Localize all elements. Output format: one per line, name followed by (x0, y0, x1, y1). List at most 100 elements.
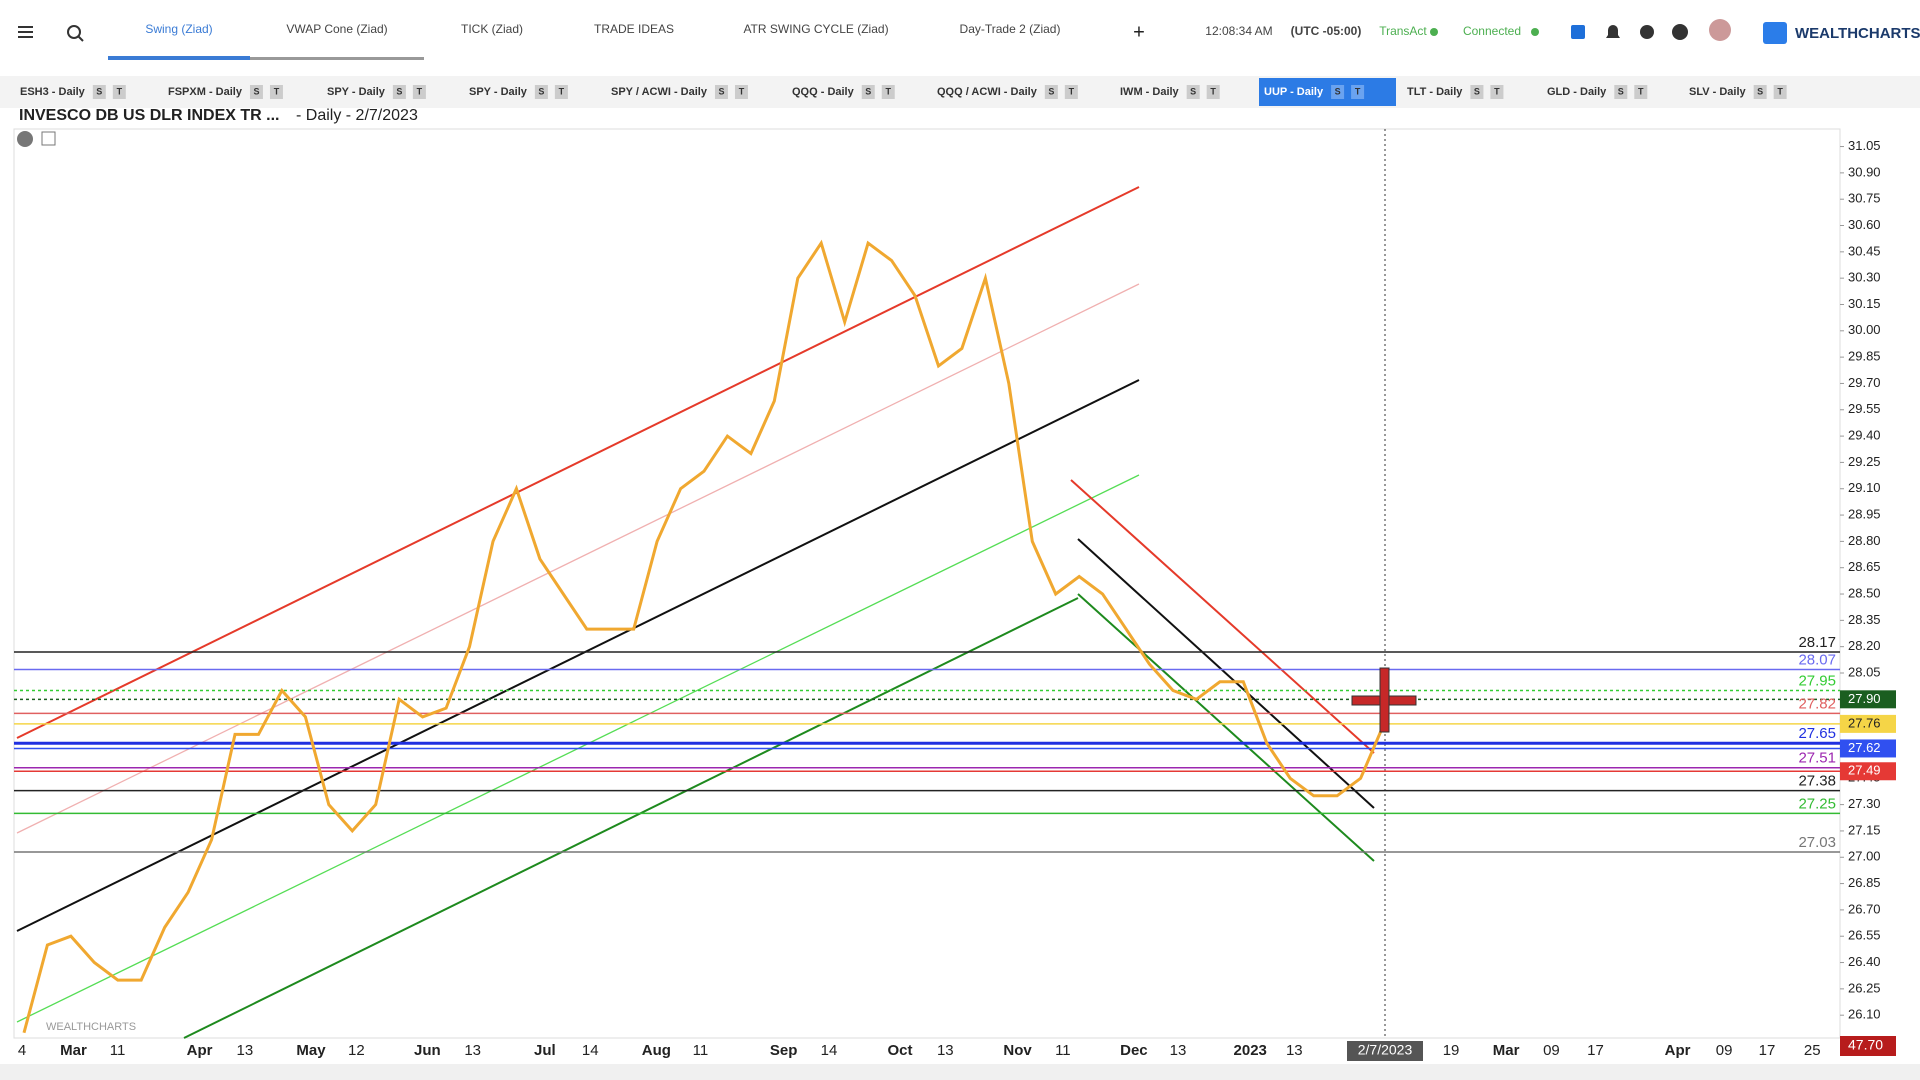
tab-button[interactable] (1470, 85, 1484, 99)
y-tick-label: 26.10 (1848, 1007, 1881, 1022)
x-tick-label: Jun (414, 1042, 441, 1059)
save-icon[interactable] (1571, 25, 1585, 39)
price-level-label: 27.38 (1798, 773, 1836, 790)
x-tick-label: Sep (770, 1042, 798, 1059)
price-level-label: 27.90 (1848, 691, 1881, 706)
cursor-date-box (1347, 1041, 1423, 1061)
symbol-tab[interactable]: IWM - Daily (1120, 86, 1180, 98)
tab-button[interactable] (1753, 85, 1767, 99)
tab-button[interactable] (1044, 85, 1058, 99)
x-tick-label: 17 (1587, 1042, 1604, 1059)
y-tick-label: 31.05 (1848, 138, 1881, 153)
bell-icon[interactable] (1606, 25, 1620, 38)
x-tick-label: 13 (464, 1042, 481, 1059)
status-dot (1430, 28, 1438, 36)
chart-subtitle: - Daily - 2/7/2023 (296, 107, 418, 124)
settings-icon[interactable] (1640, 25, 1654, 39)
y-tick-label: 26.40 (1848, 954, 1881, 969)
tab-button[interactable] (1331, 85, 1345, 99)
tab-button[interactable] (881, 85, 895, 99)
workspace-tab[interactable]: Swing (Ziad) (145, 22, 212, 36)
y-tick-label: 28.05 (1848, 664, 1881, 679)
clock: 12:08:34 AM (1205, 24, 1272, 38)
tab-button-label: S (1757, 86, 1763, 96)
symbol-tab[interactable]: QQQ - Daily (792, 86, 855, 98)
tab-button-label: S (1474, 86, 1480, 96)
price-level-box (1840, 690, 1896, 709)
tab-button[interactable] (861, 85, 875, 99)
tab-button[interactable] (1206, 85, 1220, 99)
connection: Connected (1463, 24, 1521, 38)
x-tick-label: 4 (18, 1042, 26, 1059)
status-dot (1531, 28, 1539, 36)
workspace-tab[interactable]: TICK (Ziad) (461, 22, 523, 36)
x-tick-label: Apr (1665, 1042, 1691, 1059)
x-tick-label: 19 (1443, 1042, 1460, 1059)
help-icon[interactable] (1672, 24, 1688, 40)
tab-button[interactable] (269, 85, 283, 99)
tab-scroll (250, 57, 424, 60)
x-tick-label: Mar (60, 1042, 87, 1059)
tab-button-label: S (718, 86, 724, 96)
tab-button[interactable] (1634, 85, 1648, 99)
symbol-tab[interactable]: FSPXM - Daily (168, 86, 243, 98)
y-tick-label: 27.00 (1848, 849, 1881, 864)
symbol-tab[interactable]: QQQ / ACWI - Daily (937, 86, 1038, 98)
y-tick-label: 30.15 (1848, 296, 1881, 311)
plot-area (13, 128, 1841, 1039)
tab-button[interactable] (412, 85, 426, 99)
x-tick-label: 13 (937, 1042, 954, 1059)
tab-button[interactable] (734, 85, 748, 99)
symbol-tab[interactable]: SLV - Daily (1689, 86, 1747, 98)
active-tab-underline (108, 56, 250, 60)
tab-button[interactable] (1351, 85, 1365, 99)
tab-button[interactable] (534, 85, 548, 99)
tab-button[interactable] (1614, 85, 1628, 99)
symbol-tab[interactable]: UUP - Daily (1264, 86, 1324, 98)
symbol-tab[interactable]: TLT - Daily (1407, 86, 1463, 98)
timezone: (UTC -05:00) (1291, 24, 1362, 38)
y-tick-label: 29.40 (1848, 428, 1881, 443)
add-tab[interactable]: + (1133, 21, 1145, 43)
bottom-label-box (1840, 1036, 1896, 1056)
tab-button[interactable] (392, 85, 406, 99)
workspace-tab[interactable]: ATR SWING CYCLE (Ziad) (743, 22, 888, 36)
y-tick-label: 30.60 (1848, 217, 1881, 232)
symbol-tab[interactable]: SPY / ACWI - Daily (611, 86, 708, 98)
x-tick-label: Jul (534, 1042, 556, 1059)
symbol-tab[interactable]: ESH3 - Daily (20, 86, 86, 98)
tab-button[interactable] (1064, 85, 1078, 99)
tab-button[interactable] (1186, 85, 1200, 99)
search-icon[interactable] (67, 25, 84, 42)
x-tick-label: 2023 (1234, 1042, 1267, 1059)
symbol-tab[interactable]: SPY - Daily (327, 86, 386, 98)
y-tick-label: 28.50 (1848, 585, 1881, 600)
y-tick-label: 28.20 (1848, 638, 1881, 653)
price-level-box (1840, 762, 1896, 781)
price-level-label: 27.62 (1848, 740, 1881, 755)
expand-button[interactable] (41, 131, 56, 146)
chart-title: INVESCO DB US DLR INDEX TR ... (19, 107, 279, 124)
price-level-label: 27.25 (1798, 795, 1836, 812)
workspace-tab[interactable]: VWAP Cone (Ziad) (286, 22, 387, 36)
workspace-tab[interactable]: TRADE IDEAS (594, 22, 674, 36)
tab-button-label: S (253, 86, 259, 96)
tab-button[interactable] (554, 85, 568, 99)
x-tick-label: 25 (1804, 1042, 1821, 1059)
symbol-tab[interactable]: SPY - Daily (469, 86, 528, 98)
menu-icon[interactable] (18, 26, 33, 38)
workspace-tab[interactable]: Day-Trade 2 (Ziad) (960, 22, 1061, 36)
tab-button[interactable] (1490, 85, 1504, 99)
tab-button[interactable] (92, 85, 106, 99)
tab-button[interactable] (1773, 85, 1787, 99)
price-level-label: 28.17 (1798, 634, 1836, 651)
avatar[interactable] (1709, 19, 1731, 41)
tab-button[interactable] (714, 85, 728, 99)
tab-button[interactable] (249, 85, 263, 99)
tab-button-label: T (1494, 86, 1500, 96)
tab-button-label: T (117, 86, 123, 96)
tab-button-label: T (274, 86, 280, 96)
symbol-tab[interactable]: GLD - Daily (1547, 86, 1607, 98)
close-button[interactable] (17, 131, 33, 147)
tab-button[interactable] (112, 85, 126, 99)
